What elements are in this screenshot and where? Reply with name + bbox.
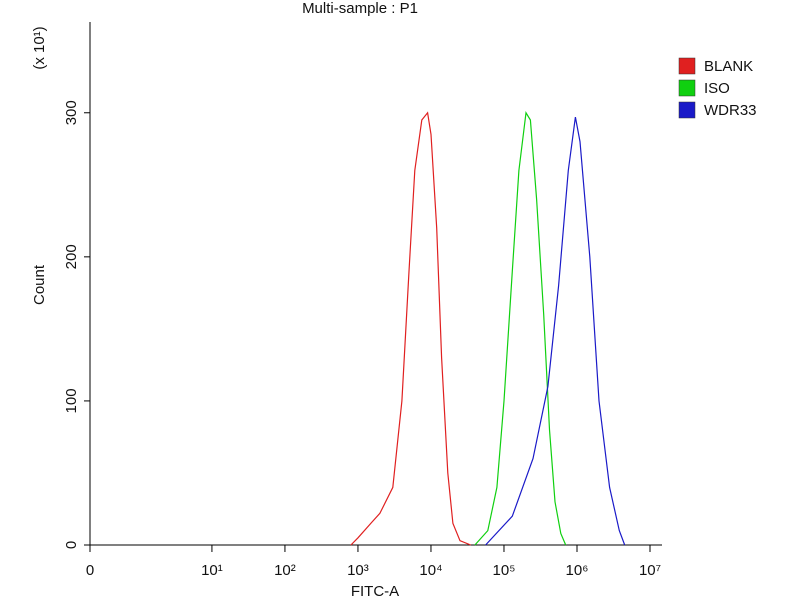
histogram-line — [485, 116, 626, 546]
x-tick-label: 10³ — [347, 562, 369, 579]
x-tick-label: 10⁴ — [419, 562, 442, 579]
histogram-line — [474, 111, 567, 546]
x-tick-label: 10¹ — [201, 562, 223, 579]
x-tick-label: 10² — [274, 562, 296, 579]
chart-title: Multi-sample : P1 — [302, 0, 418, 17]
legend-swatch — [678, 79, 696, 97]
y-tick-label: 100 — [63, 388, 80, 413]
x-tick-label: 10⁶ — [566, 562, 589, 579]
y-multiplier: (x 10¹) — [31, 26, 48, 69]
x-tick-label: 0 — [86, 562, 94, 579]
x-tick-label: 10⁵ — [493, 562, 516, 579]
legend-label: ISO — [704, 80, 730, 97]
y-axis-label: Count — [31, 264, 48, 305]
legend-swatch — [678, 101, 696, 119]
histogram-line — [350, 111, 471, 546]
legend-label: BLANK — [704, 58, 753, 75]
legend-swatch — [678, 57, 696, 75]
y-tick-label: 300 — [63, 100, 80, 125]
y-tick-label: 0 — [63, 541, 80, 549]
legend-label: WDR33 — [704, 102, 757, 119]
y-tick-label: 200 — [63, 244, 80, 269]
x-axis-label: FITC-A — [351, 583, 399, 600]
x-tick-label: 10⁷ — [639, 562, 661, 579]
